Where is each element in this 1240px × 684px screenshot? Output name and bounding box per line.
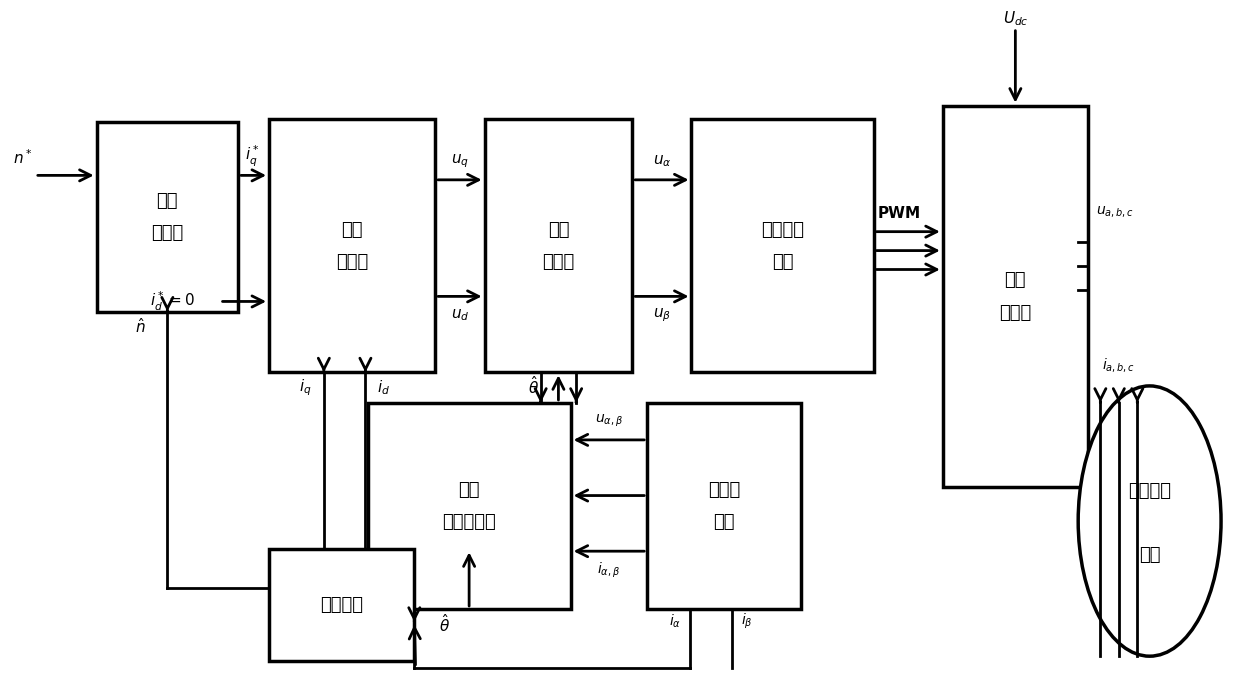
Text: 帕克变换: 帕克变换 xyxy=(320,596,363,614)
Text: 克拉克: 克拉克 xyxy=(708,481,740,499)
Text: $i_\alpha$: $i_\alpha$ xyxy=(670,612,682,630)
Text: $u_\beta$: $u_\beta$ xyxy=(652,306,671,324)
Text: 帕克: 帕克 xyxy=(548,220,569,239)
Text: 空间矢量: 空间矢量 xyxy=(761,220,804,239)
Text: $u_{a,b,c}$: $u_{a,b,c}$ xyxy=(1096,205,1135,220)
Text: $U_{dc}$: $U_{dc}$ xyxy=(1003,10,1028,28)
Bar xyxy=(647,403,801,609)
Text: $i_{a,b,c}$: $i_{a,b,c}$ xyxy=(1102,356,1136,374)
Text: 电机: 电机 xyxy=(1138,546,1161,564)
Text: $\hat{\theta}$: $\hat{\theta}$ xyxy=(439,613,450,635)
Text: 滑模: 滑模 xyxy=(156,192,179,210)
Bar xyxy=(942,105,1087,487)
Text: $\hat{n}$: $\hat{n}$ xyxy=(135,317,145,336)
Bar xyxy=(269,549,414,661)
Text: $u_{\alpha,\beta}$: $u_{\alpha,\beta}$ xyxy=(595,413,622,429)
Text: 三相: 三相 xyxy=(1004,271,1027,289)
Text: $i_{\alpha,\beta}$: $i_{\alpha,\beta}$ xyxy=(598,560,620,580)
Bar xyxy=(269,119,435,372)
Text: $u_d$: $u_d$ xyxy=(450,308,469,323)
Text: 电流: 电流 xyxy=(341,220,363,239)
Text: 变换: 变换 xyxy=(713,513,735,531)
Bar xyxy=(367,403,570,609)
Text: $\hat{\theta}$: $\hat{\theta}$ xyxy=(528,375,539,397)
Text: 逆变器: 逆变器 xyxy=(999,304,1032,321)
Text: $u_q$: $u_q$ xyxy=(451,152,469,170)
Text: $n^*$: $n^*$ xyxy=(12,148,32,167)
Text: 逆变换: 逆变换 xyxy=(542,253,574,271)
Text: $i_d$: $i_d$ xyxy=(377,378,391,397)
Text: 调制: 调制 xyxy=(771,253,794,271)
Text: 控制器: 控制器 xyxy=(151,224,184,242)
Bar xyxy=(97,122,238,312)
Text: $i_q$: $i_q$ xyxy=(299,377,311,397)
Text: 控制器: 控制器 xyxy=(336,253,368,271)
Text: $i_\beta$: $i_\beta$ xyxy=(740,611,753,631)
Text: 永磁同步: 永磁同步 xyxy=(1128,482,1171,499)
Text: 新型: 新型 xyxy=(459,481,480,499)
Ellipse shape xyxy=(1078,386,1221,656)
Text: $i_q^*$: $i_q^*$ xyxy=(244,144,259,169)
Bar xyxy=(485,119,632,372)
Text: 滑模观测器: 滑模观测器 xyxy=(443,513,496,531)
Text: $i_d^*=0$: $i_d^*=0$ xyxy=(150,290,195,313)
Bar xyxy=(692,119,874,372)
Text: PWM: PWM xyxy=(878,206,920,221)
Text: $u_\alpha$: $u_\alpha$ xyxy=(652,153,671,169)
